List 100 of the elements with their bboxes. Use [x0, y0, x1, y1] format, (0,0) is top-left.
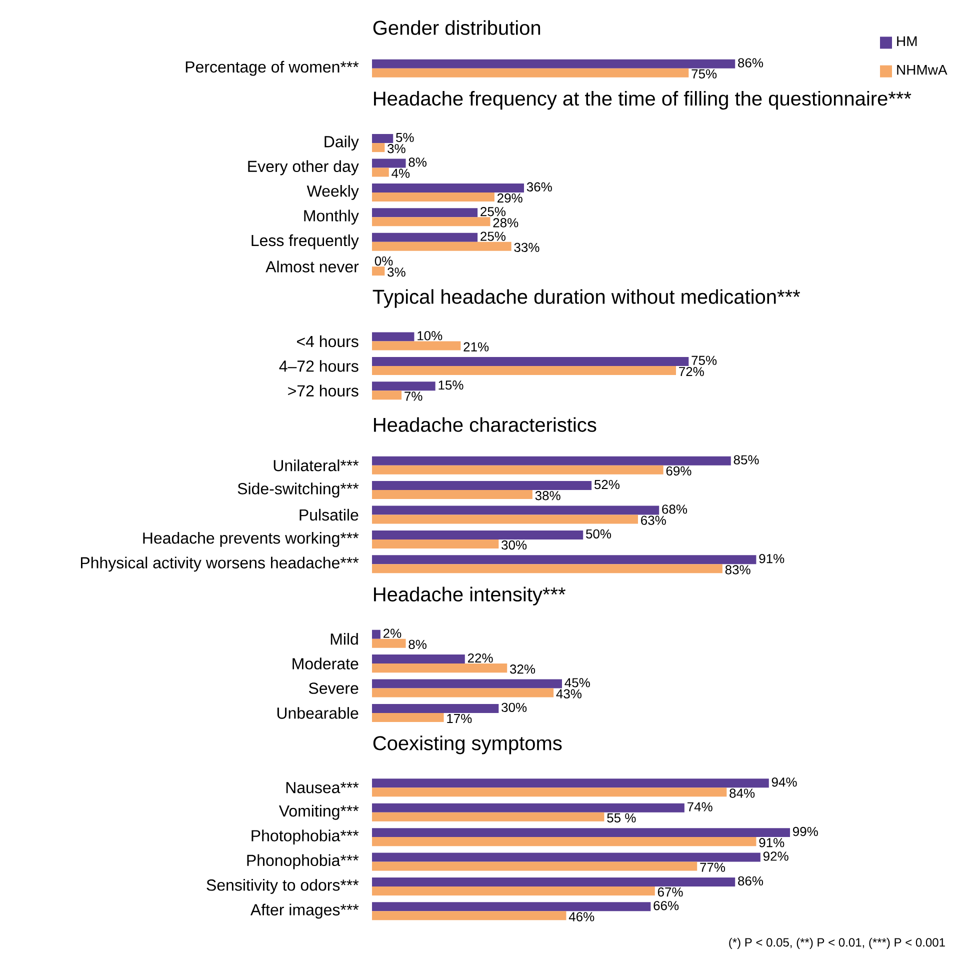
data-label: 63%	[641, 516, 666, 525]
bar	[372, 564, 722, 574]
data-label: 52%	[594, 480, 620, 490]
bar	[372, 803, 684, 812]
bar	[372, 481, 592, 490]
bar	[372, 143, 385, 152]
data-label: 84%	[730, 788, 755, 798]
data-label: 86%	[738, 876, 764, 886]
bar	[372, 788, 727, 797]
y-tick-label: Severe	[308, 682, 358, 694]
data-label: 3%	[388, 268, 406, 277]
data-label: 94%	[772, 778, 797, 787]
y-tick-label: Less frequently	[252, 234, 359, 250]
data-label: 0%	[374, 256, 393, 266]
data-label: 22%	[468, 653, 493, 663]
data-label: 68%	[662, 504, 688, 514]
bar	[372, 183, 524, 192]
data-label: 75%	[692, 69, 717, 78]
text: (***) P < 0.001	[869, 938, 945, 950]
y-tick-label: Monthly	[304, 210, 359, 225]
legend-label: NHMwA	[897, 65, 948, 75]
data-label: 25%	[480, 232, 506, 241]
y-tick-label: Unilateral***	[274, 459, 359, 472]
data-label: 30%	[502, 702, 527, 712]
bar	[372, 232, 478, 242]
y-tick-label: Phonophobia***	[247, 854, 359, 870]
bar	[372, 266, 385, 276]
bar	[372, 877, 736, 886]
y-tick-label: Photophobia***	[252, 830, 359, 845]
data-label: 33%	[514, 242, 540, 252]
text: (*) P < 0.05,	[729, 938, 792, 950]
bar	[372, 688, 554, 698]
data-label: 28%	[493, 218, 518, 228]
y-tick-label: Nausea***	[286, 782, 359, 794]
text: Headache frequency at the time of filling the questionnaire***	[374, 91, 912, 110]
bar	[372, 192, 494, 202]
bar	[372, 679, 562, 688]
y-tick-label: >72 hours	[288, 384, 358, 397]
data-label: 8%	[408, 158, 426, 167]
data-label: 77%	[700, 862, 726, 872]
bar	[372, 862, 698, 871]
data-label: 25%	[480, 207, 506, 216]
bar	[372, 390, 402, 400]
bar	[372, 630, 380, 639]
text: (**) P < 0.01,	[796, 938, 864, 950]
chart-title: Headache intensity***	[374, 586, 566, 606]
bar	[372, 837, 756, 846]
data-label: 38%	[535, 491, 560, 500]
y-tick-label: Phhysical activity worsens headache***	[80, 556, 359, 572]
data-label: 32%	[510, 664, 536, 674]
bar	[372, 217, 490, 226]
data-label: 75%	[692, 356, 717, 365]
data-label: 45%	[564, 678, 590, 688]
data-label: 30%	[502, 540, 527, 550]
chart-title: Coexisting symptoms	[373, 736, 562, 754]
bar	[372, 712, 444, 722]
bar	[372, 638, 406, 648]
bar	[372, 828, 790, 838]
bar	[372, 341, 461, 350]
bar	[372, 778, 769, 788]
y-tick-label: After images***	[250, 904, 359, 919]
data-label: 43%	[556, 689, 582, 698]
chart-title: Typical headache duration without medication***	[372, 289, 800, 308]
bar	[372, 382, 436, 391]
bar	[372, 664, 508, 673]
chart-title: Gender distribution	[373, 20, 540, 35]
bar	[372, 158, 406, 168]
data-label: 83%	[725, 565, 750, 574]
bar	[372, 456, 731, 466]
bar	[372, 812, 604, 822]
y-tick-label: Mild	[330, 632, 358, 645]
data-label: 66%	[654, 901, 679, 910]
bar	[372, 530, 584, 540]
bar	[372, 852, 760, 862]
data-label: 69%	[666, 466, 692, 476]
bar	[372, 332, 414, 342]
bar	[372, 555, 756, 564]
data-label: 2%	[384, 628, 402, 638]
y-tick-label: Headache prevents working***	[143, 532, 359, 547]
y-tick-label: Almost never	[266, 260, 359, 272]
data-label: 8%	[408, 640, 426, 650]
bar	[372, 911, 566, 920]
data-label: 55 %	[607, 813, 636, 822]
data-label: 91%	[759, 554, 784, 564]
bar	[372, 514, 638, 524]
y-tick-label: Weekly	[306, 184, 359, 200]
bar	[372, 506, 660, 515]
y-tick-label: Vomiting***	[278, 804, 359, 820]
bar	[372, 539, 499, 548]
bar	[372, 168, 389, 177]
data-label: 4%	[392, 168, 410, 178]
bar	[372, 356, 689, 366]
y-tick-label: Percentage of women***	[186, 60, 359, 76]
bar	[372, 208, 478, 218]
bar	[372, 465, 664, 474]
y-tick-label: Every other day	[248, 160, 359, 176]
data-label: 46%	[568, 912, 594, 922]
data-label: 72%	[679, 366, 704, 376]
data-label: 5%	[396, 132, 414, 142]
y-tick-label: Pulsatile	[300, 508, 358, 521]
